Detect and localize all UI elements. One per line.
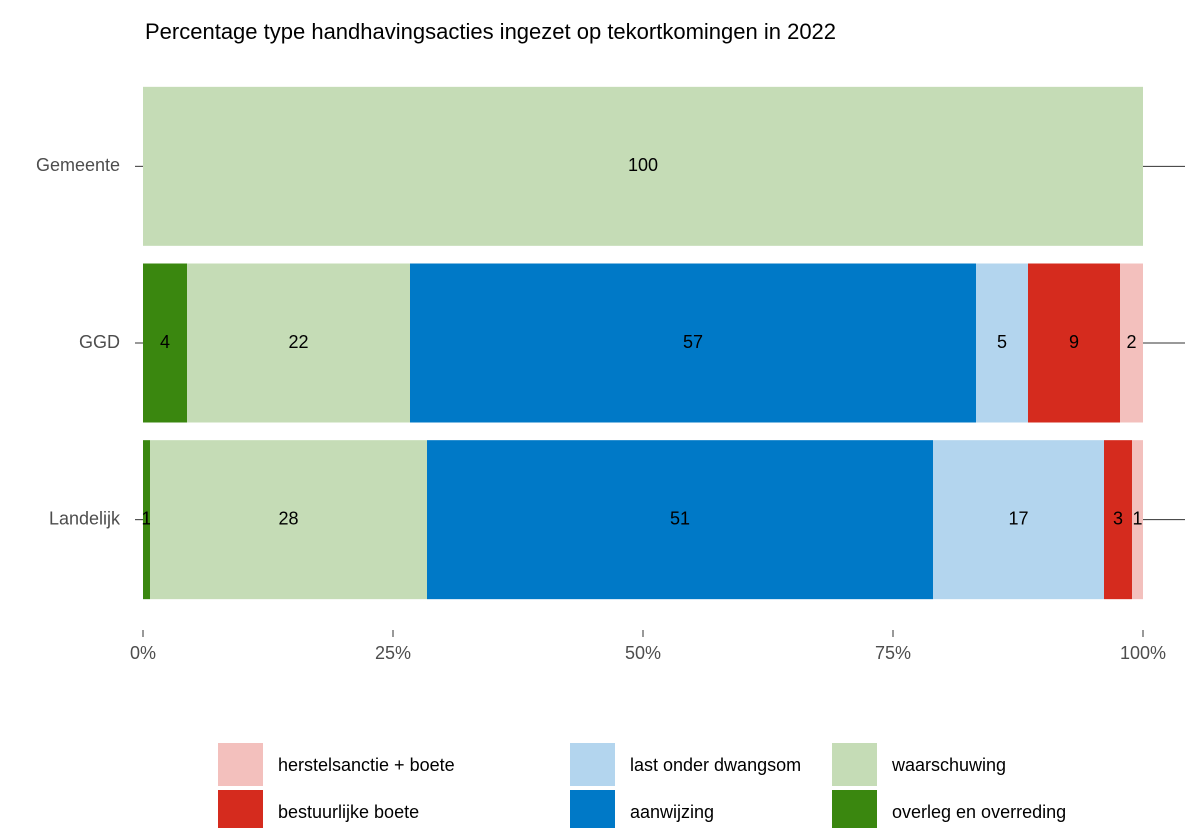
bar-segment (1132, 440, 1143, 600)
x-tick-label: 50% (625, 643, 661, 663)
value-label: 1 (1132, 508, 1142, 528)
value-label: 1 (141, 508, 151, 528)
chart-title: Percentage type handhavingsacties ingeze… (145, 19, 836, 44)
y-tick-label: Landelijk (49, 508, 121, 528)
bar-segment (143, 440, 150, 600)
value-label: 4 (160, 332, 170, 352)
value-label: 3 (1113, 508, 1123, 528)
bar-segment (143, 263, 187, 423)
value-label: 5 (997, 332, 1007, 352)
legend-label: last onder dwangsom (630, 755, 801, 775)
value-label: 100 (628, 155, 658, 175)
value-label: 28 (278, 508, 298, 528)
y-tick-label: Gemeente (36, 155, 120, 175)
legend-label: overleg en overreding (892, 802, 1066, 822)
value-label: 51 (670, 508, 690, 528)
legend-label: bestuurlijke boete (278, 802, 419, 822)
x-tick-label: 100% (1120, 643, 1166, 663)
value-label: 17 (1008, 508, 1028, 528)
legend-label: waarschuwing (891, 755, 1006, 775)
bar-segment (976, 263, 1028, 423)
x-tick-label: 0% (130, 643, 156, 663)
bar-segment (1028, 263, 1120, 423)
legend-swatch (570, 790, 615, 828)
legend-swatch (218, 790, 263, 828)
value-label: 2 (1126, 332, 1136, 352)
y-tick-label: GGD (79, 332, 120, 352)
value-label: 9 (1069, 332, 1079, 352)
legend-label: herstelsanctie + boete (278, 755, 455, 775)
value-label: 57 (683, 332, 703, 352)
x-tick-label: 25% (375, 643, 411, 663)
legend-swatch (218, 743, 263, 786)
legend-label: aanwijzing (630, 802, 714, 822)
bar-segment (427, 440, 933, 600)
legend-swatch (832, 743, 877, 786)
bar-segment (410, 263, 976, 423)
value-label: 22 (288, 332, 308, 352)
bar-segment (1120, 263, 1143, 423)
x-tick-label: 75% (875, 643, 911, 663)
bar-segment (1104, 440, 1132, 600)
legend-swatch (832, 790, 877, 828)
bar-segment (933, 440, 1104, 600)
legend-swatch (570, 743, 615, 786)
bar-segment (150, 440, 427, 600)
bar-segment (187, 263, 410, 423)
bar-segment (143, 86, 1143, 246)
